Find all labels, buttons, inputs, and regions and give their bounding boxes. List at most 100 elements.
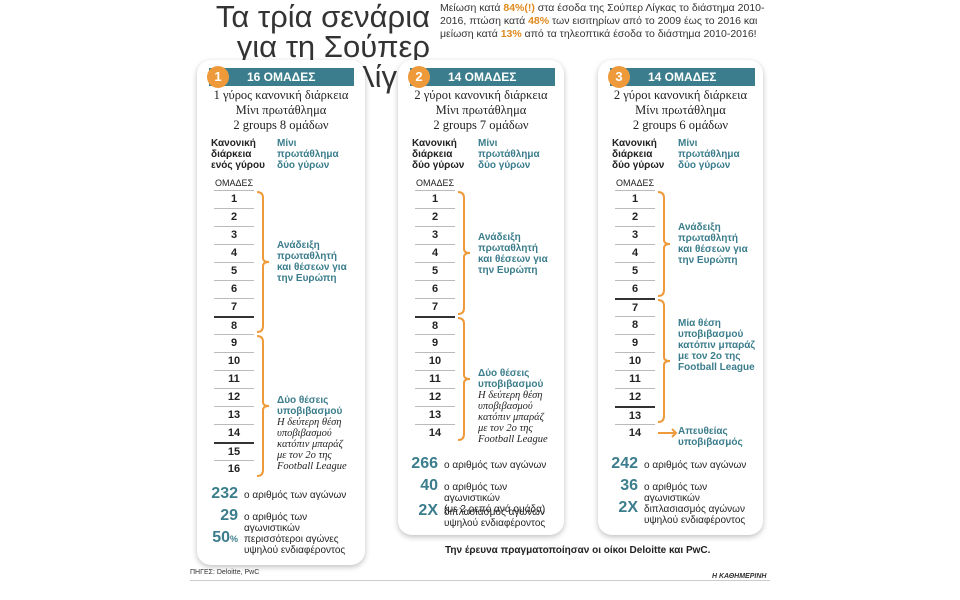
- note-line: Football League: [277, 461, 347, 472]
- column-header-line: Μίνι: [277, 138, 297, 149]
- team-row: 7: [415, 298, 455, 316]
- column-header-line: πρωτάθλημα: [478, 149, 540, 160]
- column-header-line: δύο γύρων: [612, 160, 665, 171]
- stat-value: 2X: [618, 499, 638, 516]
- stat-label: υψηλού ενδιαφέροντος: [244, 545, 346, 556]
- column-header-regular: Κανονική διάρκεια δύο γύρων: [412, 138, 464, 171]
- note-line: υποβιβασμού: [478, 401, 533, 412]
- note-line: υποβιβασμού: [478, 379, 544, 390]
- scenario-card-1: 1 16 ΟΜΑΔΕΣ 1 γύρος κανονική διάρκεια Μίνι …: [197, 60, 365, 565]
- intro-highlight: 13%: [500, 28, 522, 40]
- stat-item: 242 ο αριθμός των αγώνων: [611, 456, 747, 472]
- research-credit: Την έρευνα πραγματοποίησαν οι οίκοι Delo…: [445, 545, 711, 556]
- intro-part: Μείωση κατά: [440, 2, 504, 14]
- note-line: κατόπιν μπαράζ: [277, 439, 343, 450]
- description-line: Μίνι πρωτάθλημα: [235, 103, 327, 117]
- team-row: 6: [415, 280, 455, 298]
- team-row: 6: [615, 280, 655, 298]
- note-line: πρωταθλητή: [277, 251, 337, 262]
- column-header-line: Κανονική: [412, 138, 457, 149]
- stat-item: 232 ο αριθμός των αγώνων: [211, 486, 347, 502]
- note-line: Δύο θέσεις: [277, 395, 329, 406]
- column-header-line: Κανονική: [612, 138, 657, 149]
- description-line: 2 groups 8 ομάδων: [233, 118, 329, 132]
- column-header-mini: Μίνι πρωτάθλημα δύο γύρων: [678, 138, 740, 171]
- stat-value: 40: [420, 477, 438, 494]
- brace-bottom-group: [657, 299, 671, 423]
- team-row: 5: [214, 262, 254, 280]
- note-relegation-detail: Η δεύτερη θέση υποβιβασμού κατόπιν μπαράζ μ…: [277, 417, 347, 472]
- column-header-line: δύο γύρων: [277, 160, 330, 171]
- team-row: 6: [214, 280, 254, 298]
- stat-label: ο αριθμός των αγώνων: [444, 460, 547, 471]
- brace-top-group: [457, 191, 471, 315]
- stat-item: 266 ο αριθμός των αγώνων: [411, 456, 547, 472]
- column-header-line: Μίνι: [678, 138, 698, 149]
- stat-item: 29 ο αριθμός των αγωνιστικών: [220, 508, 365, 535]
- team-row: 11: [415, 370, 455, 388]
- description-line: 2 groups 7 ομάδων: [433, 118, 529, 132]
- team-row: 12: [415, 388, 455, 406]
- note-champion-europe: Ανάδειξη πρωταθλητή και θέσεων για την Ευρώ…: [678, 222, 748, 266]
- scenario-description: 2 γύροι κανονική διάρκεια Μίνι πρωτάθλημα…: [598, 88, 763, 133]
- intro-highlight: 84%(!): [503, 2, 535, 14]
- team-row: 12: [214, 388, 254, 406]
- team-row: 7: [615, 298, 655, 316]
- note-line: Football League: [478, 434, 548, 445]
- scenario-description: 1 γύρος κανονική διάρκεια Μίνι πρωτάθλημα…: [197, 88, 365, 133]
- team-row: 4: [615, 244, 655, 262]
- team-row: 10: [214, 352, 254, 370]
- sources-label: ΠΗΓΕΣ: Deloitte, PwC: [190, 569, 260, 576]
- team-row: 13: [415, 406, 455, 424]
- column-header-regular: Κανονική διάρκεια ενός γύρου: [211, 138, 265, 171]
- note-line: και θέσεων για: [478, 254, 548, 265]
- column-header-line: διάρκεια: [412, 149, 453, 160]
- stat-label: ο αριθμός των αγώνων: [244, 490, 347, 501]
- brace-bottom-group: [457, 317, 471, 441]
- team-row: 11: [615, 370, 655, 388]
- team-row: 8: [214, 316, 254, 334]
- note-line: Football League: [678, 362, 755, 373]
- team-rows: 1 2 3 4 5 6 7 8 9 10 11 12 13 14: [415, 190, 455, 442]
- description-line: Μίνι πρωτάθλημα: [435, 103, 527, 117]
- note-line: Η δεύτερη θέση: [478, 390, 543, 401]
- team-row: 8: [415, 316, 455, 334]
- note-line: Μία θέση: [678, 318, 721, 329]
- scenario-card-3: 3 14 ΟΜΑΔΕΣ 2 γύροι κανονική διάρκεια Μίνι …: [598, 60, 763, 535]
- note-relegation: Δύο θέσεις υποβιβασμού Η δεύτερη θέση υποβι…: [277, 395, 347, 472]
- stat-item: 2X διπλασιασμός αγώνων υψηλού ενδιαφέροντο…: [618, 500, 745, 527]
- team-row: 9: [615, 334, 655, 352]
- scenario-header: 1 16 ΟΜΑΔΕΣ: [207, 66, 354, 88]
- column-header-line: δύο γύρων: [678, 160, 731, 171]
- team-row: 2: [415, 208, 455, 226]
- stat-label: (με 2 ρεπό ανά ομάδα): [444, 504, 546, 515]
- grouping-braces: [457, 191, 471, 441]
- stat-label: ο αριθμός των αγώνων: [644, 460, 747, 471]
- team-row: 9: [415, 334, 455, 352]
- stat-item: 36 ο αριθμός των αγωνιστικών: [620, 478, 763, 505]
- stat-label: υψηλού ενδιαφέροντος: [444, 518, 546, 529]
- stat-value: 2X: [418, 502, 438, 519]
- scenario-header: 2 14 ΟΜΑΔΕΣ: [408, 66, 555, 88]
- note-relegation: Μία θέση υποβιβασμού κατόπιν μπαράζ με τον …: [678, 318, 755, 373]
- intro-part: των εισιτηρίων από το 2009 έως το 2016 κ…: [440, 15, 758, 40]
- team-row: 1: [615, 190, 655, 208]
- team-row: 10: [615, 352, 655, 370]
- note-direct-relegation: Απευθείας υποβιβασμός: [678, 426, 743, 448]
- stat-value: 232: [211, 485, 238, 502]
- team-row: 3: [415, 226, 455, 244]
- note-line: με τον 2ο της: [478, 423, 533, 434]
- team-row: 13: [615, 406, 655, 424]
- team-row: 5: [615, 262, 655, 280]
- note-line: κατόπιν μπαράζ: [478, 412, 544, 423]
- note-line: την Ευρώπη: [277, 273, 337, 284]
- stat-label: ο αριθμός των αγωνιστικών: [444, 482, 508, 504]
- description-line: 1 γύρος κανονική διάρκεια: [213, 88, 349, 102]
- teams-label: ΟΜΑΔΕΣ: [615, 178, 655, 188]
- scenario-teams-count: 14 ΟΜΑΔΕΣ: [648, 70, 717, 84]
- note-champion-europe: Ανάδειξη πρωταθλητή και θέσεων για την Ευρώ…: [478, 232, 548, 276]
- stat-value: 36: [620, 477, 638, 494]
- note-line: με τον 2ο της: [277, 450, 332, 461]
- stat-label: περισσότεροι αγώνες: [244, 534, 339, 545]
- stat-label: διπλασιασμός αγώνων: [644, 504, 745, 515]
